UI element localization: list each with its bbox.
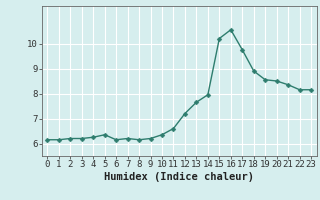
X-axis label: Humidex (Indice chaleur): Humidex (Indice chaleur) xyxy=(104,172,254,182)
